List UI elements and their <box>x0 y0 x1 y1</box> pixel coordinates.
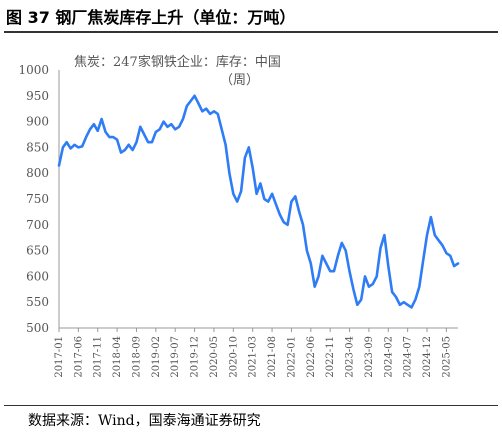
x-tick-label: 2024-07 <box>403 336 414 378</box>
y-tick-label: 600 <box>26 269 49 283</box>
x-tick-label: 2019-02 <box>151 336 162 378</box>
x-tick-label: 2017-11 <box>93 336 104 378</box>
x-tick-label: 2018-09 <box>131 336 142 378</box>
y-tick-label: 800 <box>26 166 49 180</box>
x-tick-label: 2017-06 <box>73 336 84 378</box>
x-tick-label: 2021-03 <box>248 336 259 378</box>
figure-title: 图 37 钢厂焦炭库存上升（单位：万吨） <box>6 8 296 27</box>
x-tick-label: 2023-09 <box>364 336 375 378</box>
x-tick-label: 2017-01 <box>54 336 65 378</box>
y-axis: 500 550 600 650 700 750 800 850 900 950 1000 <box>18 63 60 335</box>
x-tick-label: 2020-05 <box>209 336 220 378</box>
x-tick-label: 2023-04 <box>345 336 356 378</box>
y-tick-label: 850 <box>26 140 49 154</box>
top-rule <box>4 31 498 33</box>
x-tick-label: 2022-11 <box>325 336 336 378</box>
x-tick-label: 2024-02 <box>383 336 394 378</box>
x-tick-label: 2025-05 <box>441 336 452 378</box>
x-tick-label: 2020-10 <box>228 336 239 378</box>
y-tick-label: 900 <box>26 115 49 129</box>
x-tick-label: 2022-06 <box>306 336 317 378</box>
y-tick-label: 1000 <box>18 63 49 77</box>
y-tick-label: 750 <box>26 192 49 206</box>
series-label: 焦炭：247家钢铁企业：库存：中国（周） <box>74 54 281 88</box>
y-tick-label: 700 <box>26 218 49 232</box>
source-note: 数据来源：Wind，国泰海通证券研究 <box>28 413 261 429</box>
x-axis: 2017-01 2017-06 2017-11 2018-04 2018-09 2019-… <box>54 327 458 378</box>
series-line <box>57 94 460 309</box>
y-tick-label: 650 <box>26 244 49 258</box>
y-tick-label: 500 <box>26 321 49 335</box>
x-tick-label: 2018-04 <box>112 336 123 378</box>
x-tick-label: 2019-12 <box>190 336 201 378</box>
x-tick-label: 2024-12 <box>422 336 433 378</box>
x-tick-label: 2021-08 <box>267 336 278 378</box>
bottom-rule <box>4 405 498 406</box>
y-tick-label: 550 <box>26 295 49 309</box>
x-tick-label: 2019-07 <box>170 336 181 378</box>
y-tick-label: 950 <box>26 89 49 103</box>
x-tick-label: 2022-01 <box>286 336 297 378</box>
